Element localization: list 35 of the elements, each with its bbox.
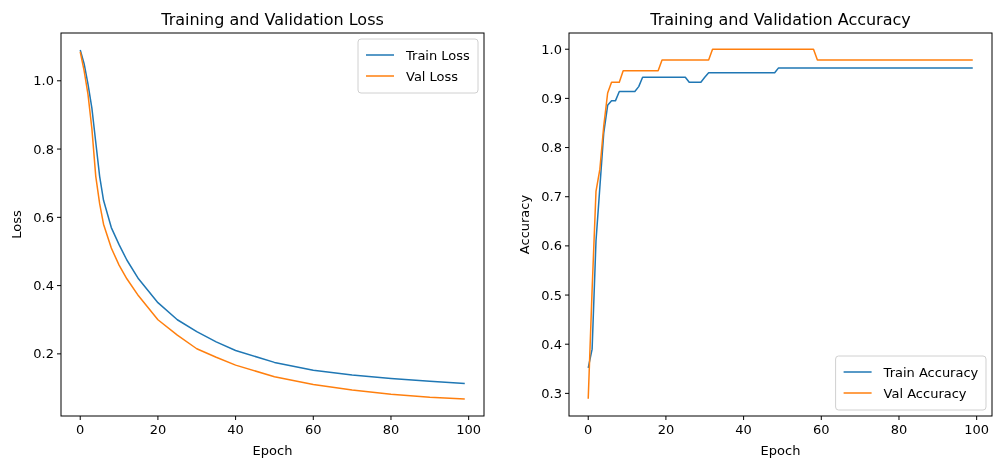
y-tick-label: 0.6 xyxy=(33,209,54,225)
x-tick-label: 0 xyxy=(76,422,85,437)
y-tick-label: 0.9 xyxy=(541,90,562,106)
x-tick-label: 60 xyxy=(305,422,322,437)
y-tick-label: 0.3 xyxy=(541,385,562,401)
y-tick-label: 0.4 xyxy=(33,278,54,294)
x-tick-label: 20 xyxy=(657,422,675,437)
y-tick-label: 0.5 xyxy=(541,287,562,303)
x-tick-label: 0 xyxy=(584,422,593,437)
legend-label: Train Accuracy xyxy=(882,364,979,380)
x-tick-label: 80 xyxy=(382,422,400,437)
y-tick-label: 0.8 xyxy=(541,140,562,156)
y-tick-label: 1.0 xyxy=(541,41,562,57)
x-axis-title: Epoch xyxy=(252,443,293,458)
chart-title: Training and Validation Loss xyxy=(160,10,384,29)
x-tick-label: 100 xyxy=(456,422,482,437)
chart-title: Training and Validation Accuracy xyxy=(649,10,911,29)
x-tick-label: 40 xyxy=(735,422,752,437)
y-tick-label: 0.6 xyxy=(541,238,562,254)
y-tick-label: 0.2 xyxy=(33,346,54,362)
x-tick-label: 40 xyxy=(227,422,244,437)
x-axis-title: Epoch xyxy=(760,443,801,458)
y-tick-label: 0.4 xyxy=(541,336,562,352)
x-tick-label: 80 xyxy=(890,422,908,437)
x-tick-label: 100 xyxy=(964,422,990,437)
y-tick-label: 1.0 xyxy=(33,73,54,89)
y-axis-title: Loss xyxy=(9,210,24,239)
y-axis-title: Accuracy xyxy=(517,194,532,255)
y-tick-label: 0.8 xyxy=(33,141,54,157)
legend-label: Val Accuracy xyxy=(883,385,967,401)
legend-label: Val Loss xyxy=(406,68,459,84)
x-tick-label: 60 xyxy=(813,422,830,437)
legend-label: Train Loss xyxy=(405,47,471,63)
x-tick-label: 20 xyxy=(149,422,167,437)
y-tick-label: 0.7 xyxy=(541,189,562,205)
